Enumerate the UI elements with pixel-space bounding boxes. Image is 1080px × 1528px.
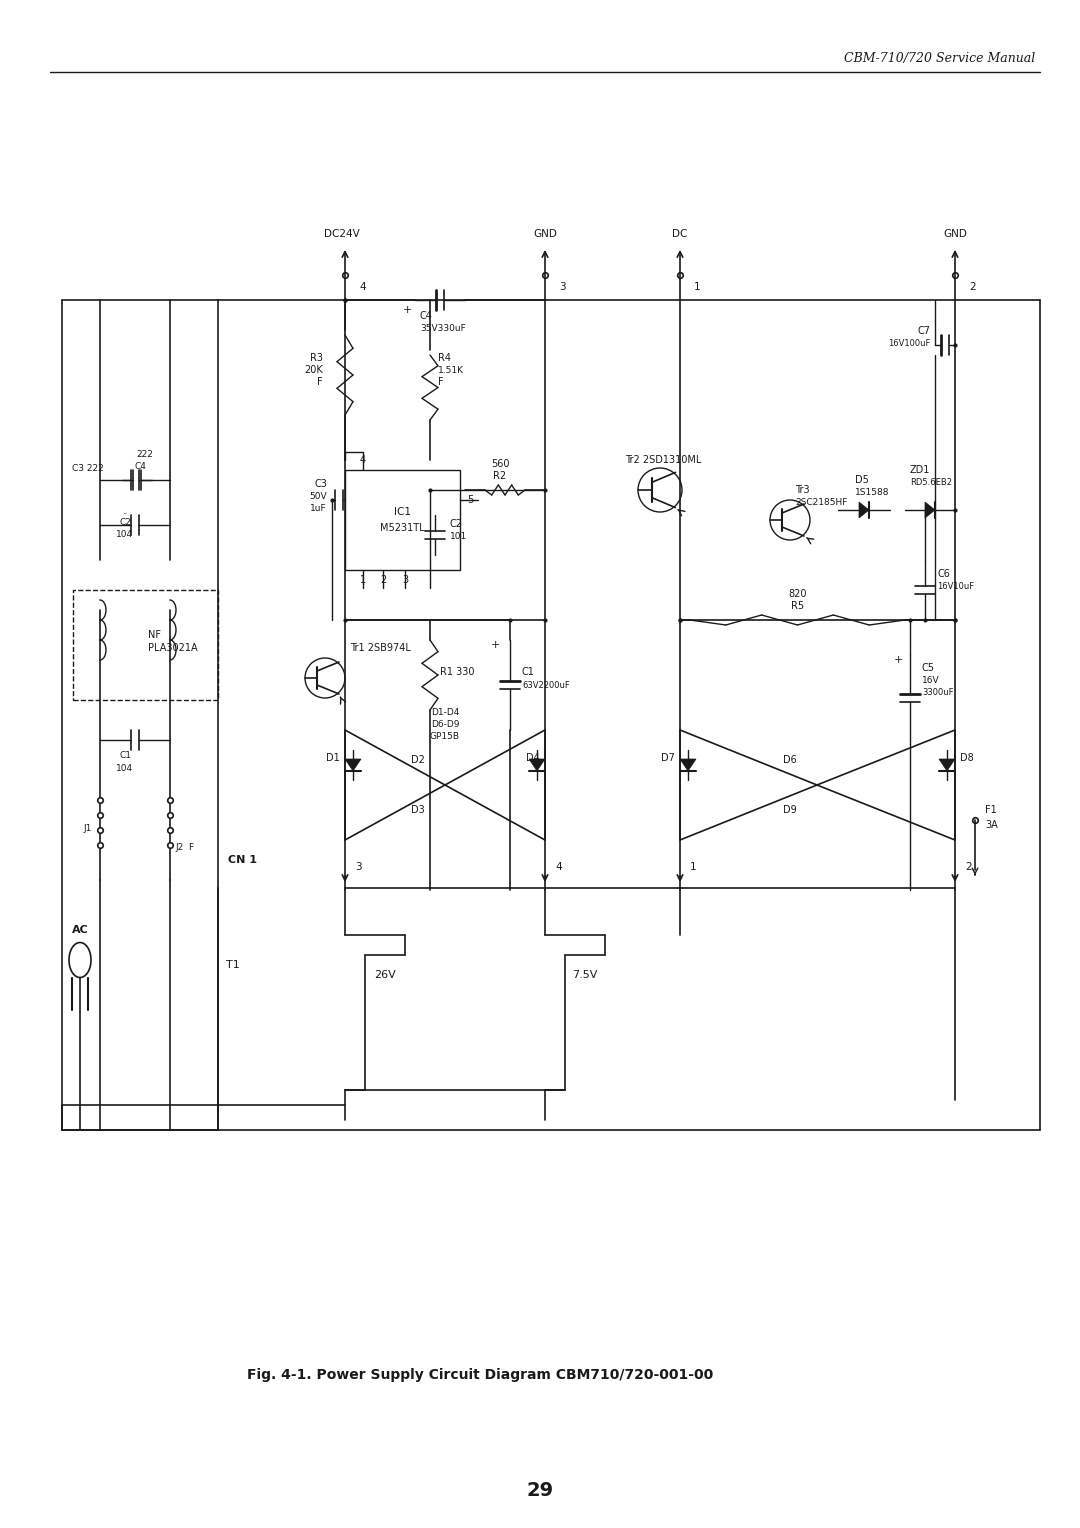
Text: AC: AC [71,924,89,935]
Text: CN 1: CN 1 [228,856,257,865]
Bar [345,471,460,570]
Polygon shape [529,759,545,772]
Text: C7: C7 [917,325,930,336]
Text: 7.5V: 7.5V [572,970,597,979]
Text: 2: 2 [969,283,975,292]
Text: GND: GND [943,229,967,238]
Text: Tr2 2SD1310ML: Tr2 2SD1310ML [625,455,701,465]
Text: 16V100uF: 16V100uF [888,339,930,347]
Polygon shape [924,503,935,518]
Polygon shape [680,759,696,772]
Text: R1 330: R1 330 [440,668,474,677]
Text: DC: DC [673,229,688,238]
Text: C4: C4 [420,312,433,321]
Text: C2: C2 [450,520,463,529]
Polygon shape [939,759,955,772]
Text: R3: R3 [310,353,323,364]
Text: F: F [318,377,323,387]
Text: D1: D1 [326,753,340,762]
Text: +: + [490,640,500,649]
Text: GND: GND [534,229,557,238]
Text: 1S1588: 1S1588 [855,487,890,497]
Text: D3: D3 [411,805,426,814]
Text: 16V10uF: 16V10uF [937,582,974,590]
Text: 2: 2 [380,575,387,585]
Text: 222: 222 [136,449,153,458]
Text: 3: 3 [355,862,362,872]
Text: 26V: 26V [374,970,396,979]
Text: +: + [403,306,411,315]
Text: Fig. 4-1. Power Supply Circuit Diagram CBM710/720-001-00: Fig. 4-1. Power Supply Circuit Diagram C… [247,1368,713,1381]
Text: NF: NF [148,630,161,640]
Text: M5231TL: M5231TL [380,523,424,533]
Text: 4: 4 [359,283,366,292]
Text: D8: D8 [960,753,974,762]
Bar [73,590,218,700]
Text: IC1: IC1 [394,507,411,516]
Text: 1: 1 [690,862,697,872]
Text: 16V: 16V [922,675,940,685]
Text: Tr3: Tr3 [795,484,810,495]
Text: C6: C6 [937,568,950,579]
Text: R4: R4 [438,353,451,364]
Text: C1: C1 [522,668,535,677]
Text: 104: 104 [117,764,134,773]
Text: 29: 29 [526,1481,554,1499]
Text: 1: 1 [694,283,701,292]
Text: 3: 3 [402,575,408,585]
Text: D9: D9 [783,805,797,814]
Text: R5: R5 [791,601,805,611]
Text: J1: J1 [83,824,92,833]
Text: 4: 4 [555,862,562,872]
Text: CBM-710/720 Service Manual: CBM-710/720 Service Manual [843,52,1035,64]
Polygon shape [859,503,869,518]
Text: 35V330uF: 35V330uF [420,324,465,333]
Text: F: F [188,842,193,851]
Text: +: + [893,656,903,665]
Text: C4: C4 [134,461,146,471]
Text: GP15B: GP15B [430,732,460,741]
Text: D5: D5 [855,475,869,484]
Text: Tr1 2SB974L: Tr1 2SB974L [350,643,410,652]
Text: 1.51K: 1.51K [438,365,464,374]
Text: 2SC2185HF: 2SC2185HF [795,498,848,506]
Text: D2: D2 [411,755,426,766]
Text: C5: C5 [922,663,935,672]
Text: PLA3021A: PLA3021A [148,643,198,652]
Text: 820: 820 [788,588,807,599]
Text: 104: 104 [117,530,134,538]
Text: C3: C3 [314,478,327,489]
Text: D1-D4: D1-D4 [431,707,459,717]
Text: J2: J2 [175,842,184,851]
Text: C1: C1 [119,750,131,759]
Text: 2: 2 [966,862,972,872]
Text: D6: D6 [783,755,797,766]
Text: C2: C2 [119,518,131,527]
Polygon shape [345,759,361,772]
Text: 1: 1 [360,575,366,585]
Text: RD5.6EB2: RD5.6EB2 [910,478,951,486]
Text: D7: D7 [661,753,675,762]
Text: 1uF: 1uF [310,504,327,512]
Text: 101: 101 [450,532,468,541]
Text: D4: D4 [526,753,540,762]
Text: 560: 560 [490,458,510,469]
Text: 3A: 3A [985,821,998,830]
Text: 4: 4 [360,455,366,465]
Text: F: F [438,377,444,387]
Text: D6-D9: D6-D9 [431,720,459,729]
Text: 50V: 50V [309,492,327,501]
Text: DC24V: DC24V [324,229,360,238]
Text: T1: T1 [226,960,240,970]
Text: ..: .. [122,506,127,515]
Text: 3: 3 [559,283,566,292]
Text: ZD1: ZD1 [910,465,930,475]
Text: 3300uF: 3300uF [922,688,954,697]
Text: R2: R2 [494,471,507,481]
Text: 5: 5 [467,495,473,504]
Text: C3 222: C3 222 [72,463,104,472]
Text: F1: F1 [985,805,997,814]
Text: 20K: 20K [305,365,323,374]
Text: 63V2200uF: 63V2200uF [522,680,570,689]
